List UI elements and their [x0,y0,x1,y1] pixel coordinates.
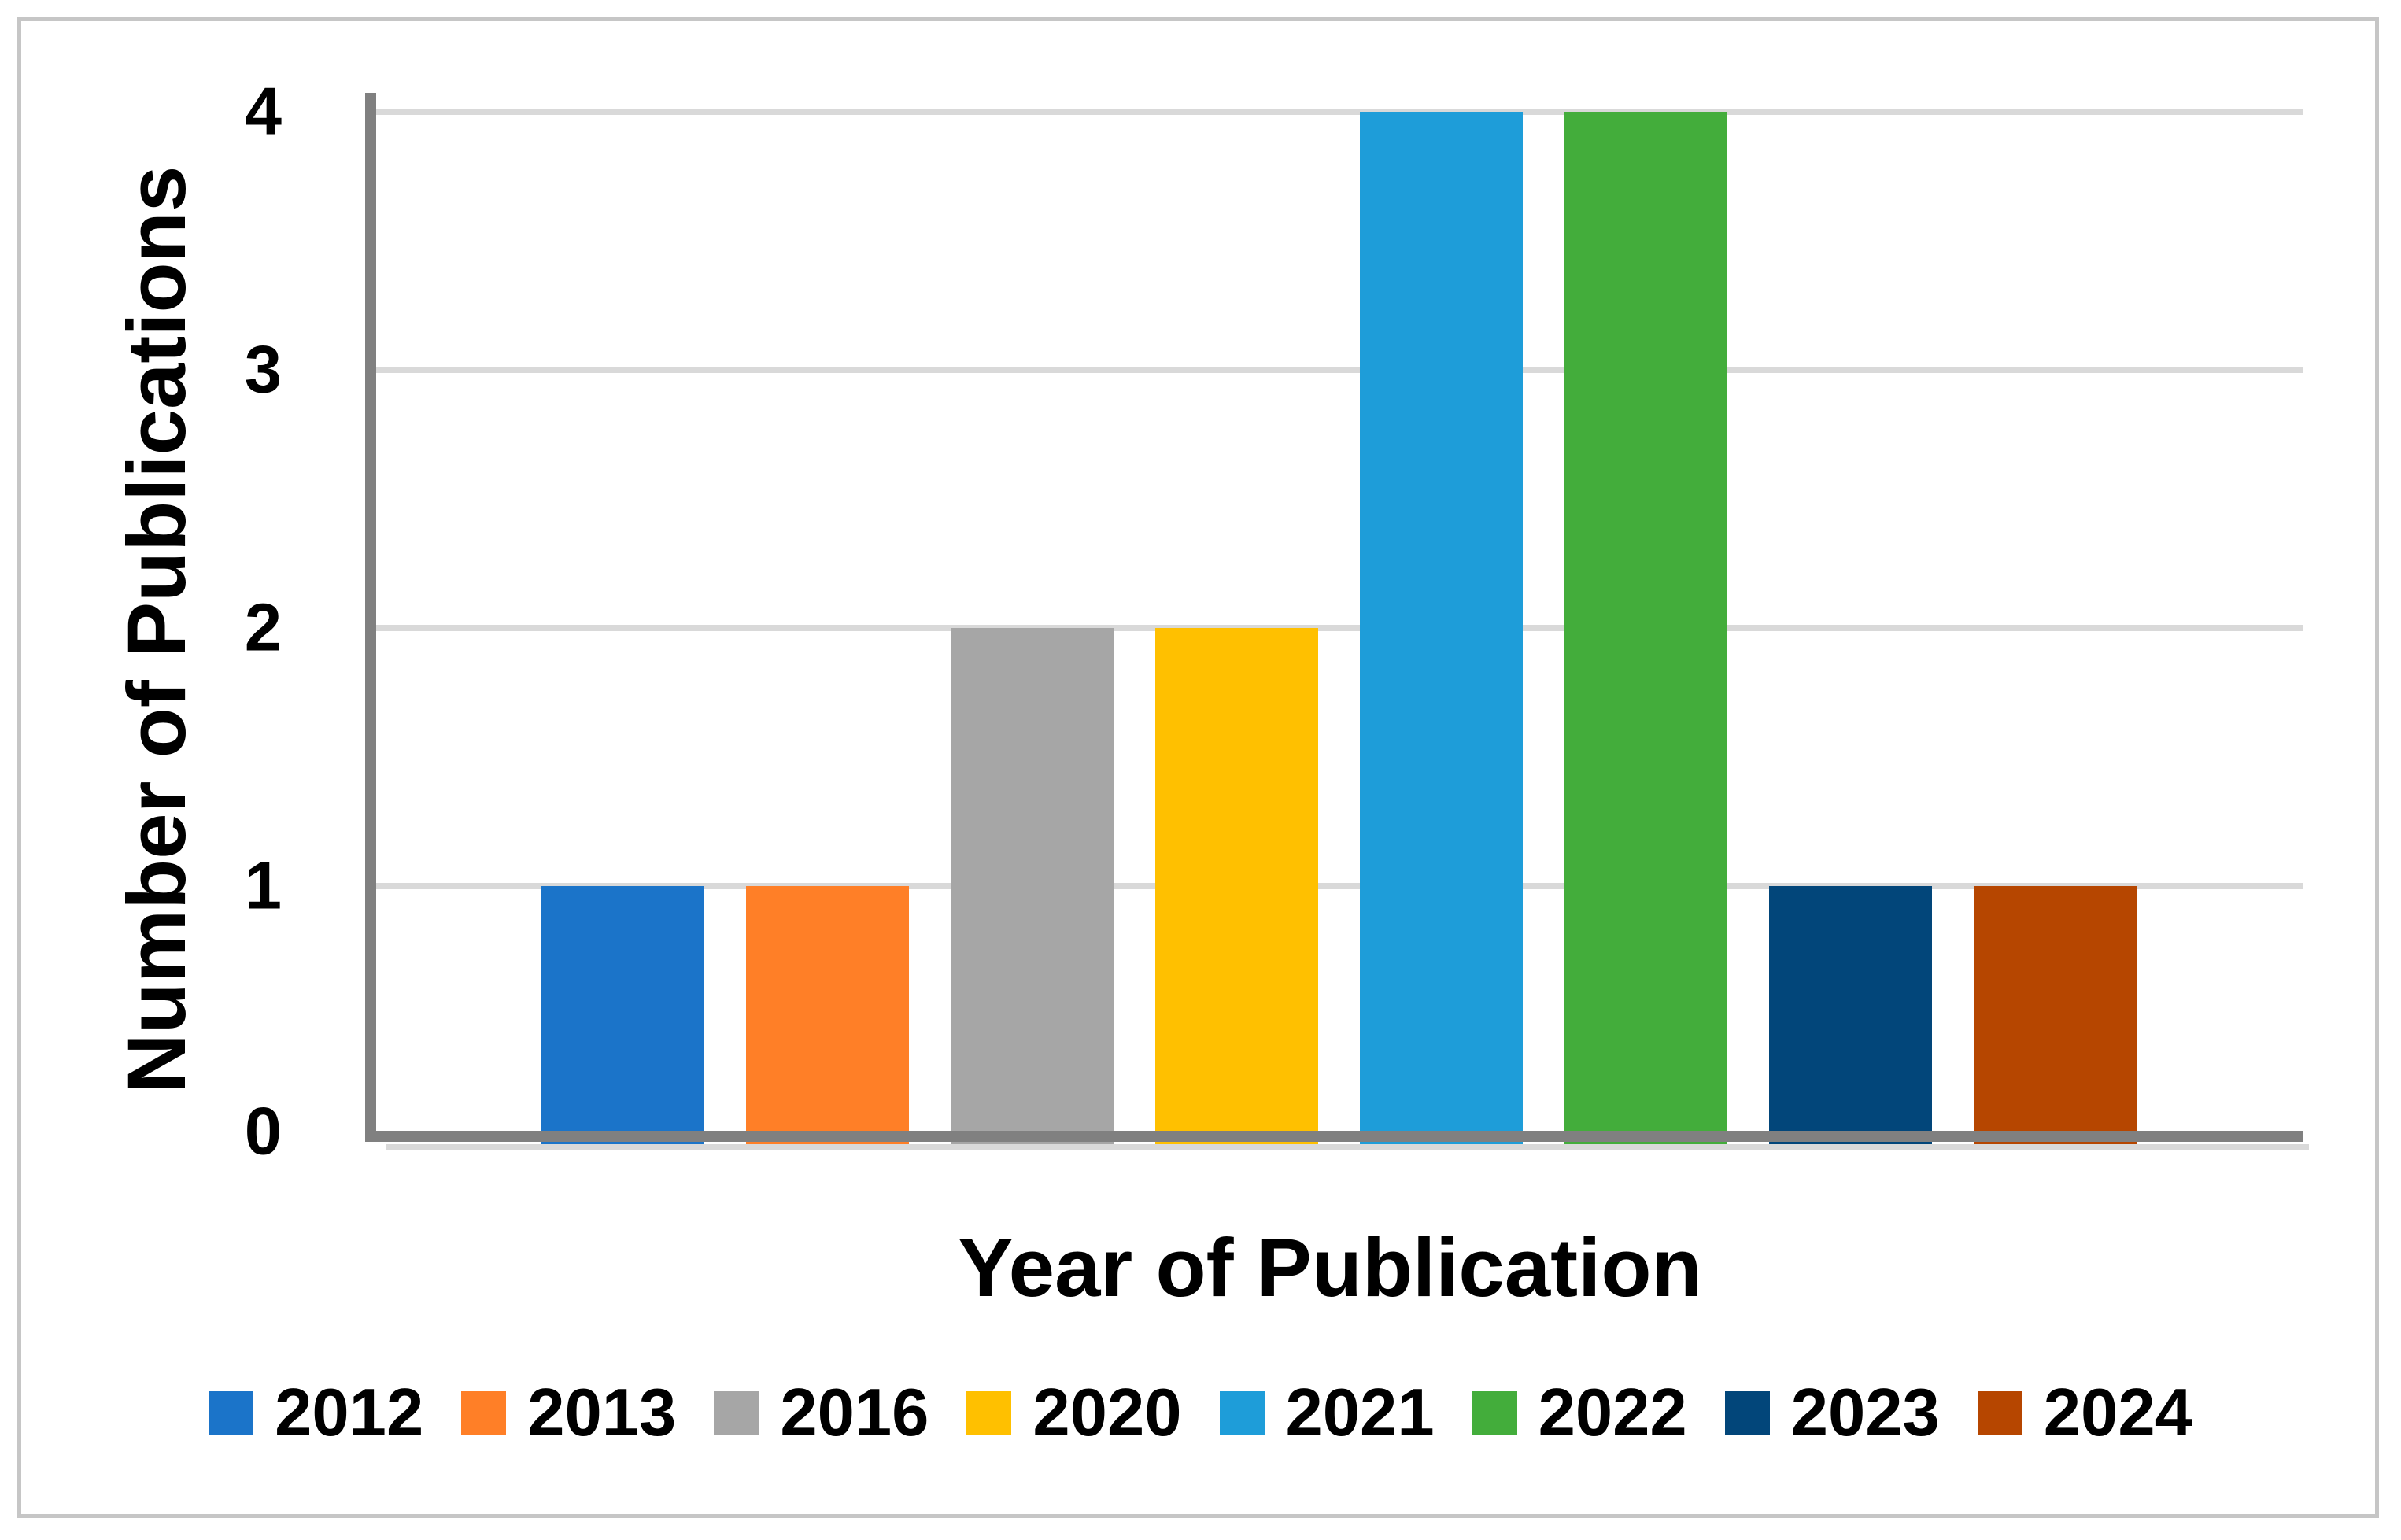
legend-item-2024: 2024 [1977,1376,2192,1450]
bar-2016 [951,628,1114,1144]
bar-2021 [1360,112,1523,1144]
y-tick-label-1: 1 [244,848,282,924]
legend-swatch-2020 [966,1391,1012,1435]
y-tick-label-2: 2 [244,590,282,666]
legend-item-2021: 2021 [1219,1376,1435,1450]
legend-item-2012: 2012 [209,1379,423,1446]
y-tick-label-0: 0 [244,1094,282,1169]
zero-gridline-shadow [386,1144,2309,1150]
bar-2022 [1564,112,1727,1144]
x-axis-title: Year of Publication [958,1222,1702,1314]
bar-2024 [1974,886,2137,1144]
gridline-y-4 [376,109,2303,115]
legend-swatch-2013 [461,1391,507,1435]
legend-label-2023: 2023 [1790,1376,1940,1450]
y-tick-label-4: 4 [244,74,282,150]
legend-swatch-2022 [1472,1391,1517,1435]
gridline-y-2 [376,625,2303,631]
gridline-y-1 [376,883,2303,889]
bar-2020 [1155,628,1318,1144]
legend-label-2022: 2022 [1538,1376,1687,1450]
gridline-y-3 [376,367,2303,373]
bar-2013 [746,886,909,1144]
legend-item-2022: 2022 [1472,1379,1687,1446]
legend-item-2023: 2023 [1724,1376,1940,1450]
legend: 2012 2013 2016 2020 2021 2022 2023 2024 [0,1376,2401,1450]
legend-swatch-2021 [1219,1391,1265,1435]
bar-2023 [1769,886,1932,1144]
y-axis-title: Number of Publications [111,165,203,1094]
y-axis-line [365,93,376,1142]
legend-item-2013: 2013 [461,1379,676,1446]
y-tick-label-3: 3 [244,332,282,408]
legend-item-2020: 2020 [966,1376,1182,1450]
legend-swatch-2023 [1724,1391,1770,1435]
legend-label-2024: 2024 [2043,1376,2192,1450]
legend-swatch-2012 [209,1391,254,1435]
legend-item-2016: 2016 [714,1379,929,1446]
legend-swatch-2024 [1977,1391,2022,1435]
legend-swatch-2016 [714,1391,759,1435]
legend-label-2020: 2020 [1032,1376,1182,1450]
legend-label-2013: 2013 [527,1376,677,1450]
x-axis-line [365,1131,2303,1142]
bar-2012 [541,886,704,1144]
legend-label-2016: 2016 [780,1376,929,1450]
legend-label-2012: 2012 [275,1376,424,1450]
legend-label-2021: 2021 [1285,1376,1435,1450]
